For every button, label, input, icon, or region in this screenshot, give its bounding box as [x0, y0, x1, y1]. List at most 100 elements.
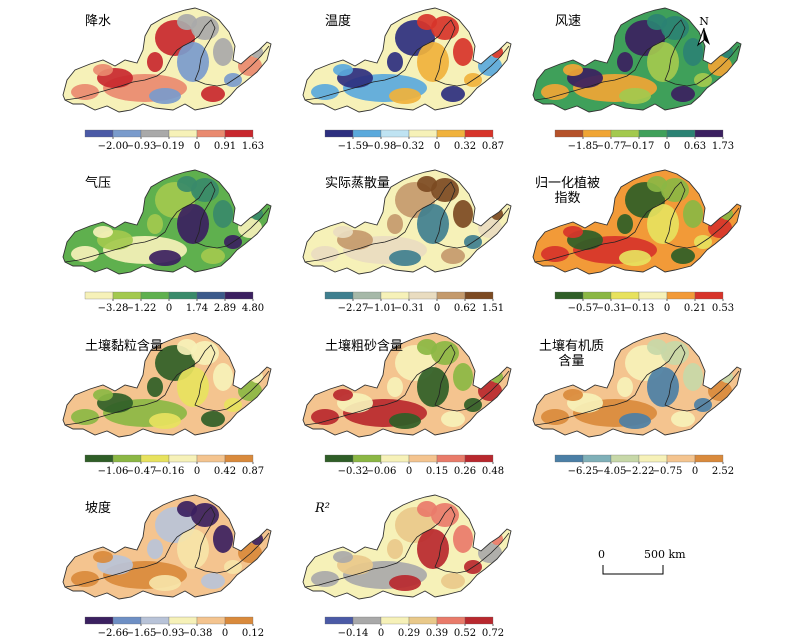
legend-tick-label: −0.57 [568, 303, 599, 314]
value-patch [563, 389, 583, 401]
legend-tick-label: −1.85 [568, 141, 599, 152]
value-patch [389, 88, 421, 104]
value-patch [453, 200, 473, 228]
value-patch [441, 86, 465, 102]
legend-swatch [352, 291, 382, 300]
legend-tick-label: −0.77 [596, 141, 627, 152]
legend-tick-label: 2.89 [214, 303, 236, 314]
value-patch [93, 226, 113, 238]
value-patch [149, 413, 181, 429]
legend-tick-label: −1.06 [98, 466, 129, 477]
legend-swatch [352, 129, 382, 138]
value-patch [619, 250, 651, 266]
legend-swatch [84, 616, 114, 625]
value-patch [213, 363, 233, 391]
legend-swatch [638, 129, 668, 138]
value-patch [177, 529, 209, 569]
value-patch [201, 248, 225, 264]
legend-swatch [224, 454, 254, 463]
legend-swatch [380, 454, 410, 463]
value-patch [177, 176, 197, 192]
value-patch [177, 367, 209, 407]
legend-swatch [694, 291, 724, 300]
basin-outline [532, 332, 742, 438]
legend-tick-label: −3.28 [98, 303, 129, 314]
legend-swatch [140, 454, 170, 463]
value-patch [333, 64, 353, 76]
panel-title: 归一化植被 指数 [535, 176, 601, 206]
legend-swatch [196, 454, 226, 463]
legend-tick-label: −0.93 [126, 141, 157, 152]
legend-tick-label: 1.51 [482, 303, 504, 314]
legend-swatch [224, 616, 254, 625]
value-patch [617, 214, 633, 234]
legend-tick-label: 0 [194, 466, 200, 477]
value-patch [333, 226, 353, 238]
value-patch [453, 38, 473, 66]
value-patch [93, 389, 113, 401]
legend-tick-label: −0.06 [366, 466, 397, 477]
map-panel-clay: −1.06 −0.47 −0.16 0 0.42 0.87 土壤黏粒含量 [45, 325, 285, 480]
basin-outline [62, 7, 272, 113]
panel-title: 土壤有机质 含量 [539, 339, 605, 369]
north-arrow: N [693, 14, 715, 52]
value-patch [71, 84, 99, 100]
legend-tick-label: 0.62 [454, 303, 476, 314]
basin-outline [302, 332, 512, 438]
value-patch [683, 200, 703, 228]
legend-tick-label: −6.25 [568, 466, 599, 477]
value-patch [147, 214, 163, 234]
map-svg: −1.85−0.77−0.17 0 0.63 1.73 [532, 7, 742, 152]
map-panel-slope: −2.66 −1.65 −0.93 −0.38 0 0.12 坡度 [45, 487, 285, 642]
value-patch [213, 38, 233, 66]
legend-swatch [464, 616, 494, 625]
legend-tick-label: 0.87 [482, 141, 504, 152]
value-patch [201, 86, 225, 102]
map-panel-temperature: −1.59 −0.98 −0.32 0 0.32 0.87 温度 [285, 0, 525, 155]
yellow-river-line [304, 19, 510, 101]
legend-swatch [168, 454, 198, 463]
yellow-river-line [64, 181, 270, 263]
legend-tick-label: −0.47 [126, 466, 157, 477]
legend-tick-label: 0.39 [426, 628, 448, 639]
legend-swatch [112, 616, 142, 625]
value-patch [441, 411, 465, 427]
legend-swatch [224, 291, 254, 300]
value-patch [617, 52, 633, 72]
legend-swatch [582, 454, 612, 463]
yellow-river-line [64, 19, 270, 101]
value-patch [311, 409, 339, 425]
value-patch [93, 64, 113, 76]
map-panel-precip: −2.00 −0.93 −0.19 0 0.91 1.63 降水 [45, 0, 285, 155]
map-panel-evapotranspiration: −2.27 −1.01 −0.31 0 0.62 1.51 实际蒸散量 [285, 162, 525, 317]
value-patch [311, 571, 339, 587]
value-patch [177, 501, 197, 517]
value-patch [177, 204, 209, 244]
legend-tick-label: 0 [166, 303, 172, 314]
legend-tick-label: −0.32 [338, 466, 369, 477]
legend-swatch [324, 616, 354, 625]
value-patch [387, 214, 403, 234]
value-patch [671, 411, 695, 427]
map-svg: −2.00−0.93−0.19 0 0.91 1.63 [62, 7, 272, 152]
basin-outline [302, 494, 512, 600]
yellow-river-line [304, 344, 510, 426]
legend-tick-label: −0.19 [154, 141, 185, 152]
legend-tick-label: 0 [194, 141, 200, 152]
legend-tick-label: −0.93 [154, 628, 185, 639]
value-patch [71, 409, 99, 425]
legend-tick-label: 0.12 [242, 628, 264, 639]
legend-swatch [436, 129, 466, 138]
legend-swatch [638, 291, 668, 300]
legend-swatch [582, 291, 612, 300]
legend-tick-label: −1.59 [338, 141, 369, 152]
value-patch [389, 575, 421, 591]
map-svg: −1.59−0.98−0.32 0 0.32 0.87 [302, 7, 512, 152]
legend-swatch [140, 616, 170, 625]
scale-bar-line [602, 565, 664, 575]
value-patch [647, 204, 679, 244]
value-patch [541, 409, 569, 425]
map-svg: −2.27−1.01−0.31 0 0.62 1.51 [302, 169, 512, 314]
legend-swatch [380, 291, 410, 300]
map-svg: −6.25−4.05−2.22−0.75 0 2.52 [532, 332, 742, 477]
